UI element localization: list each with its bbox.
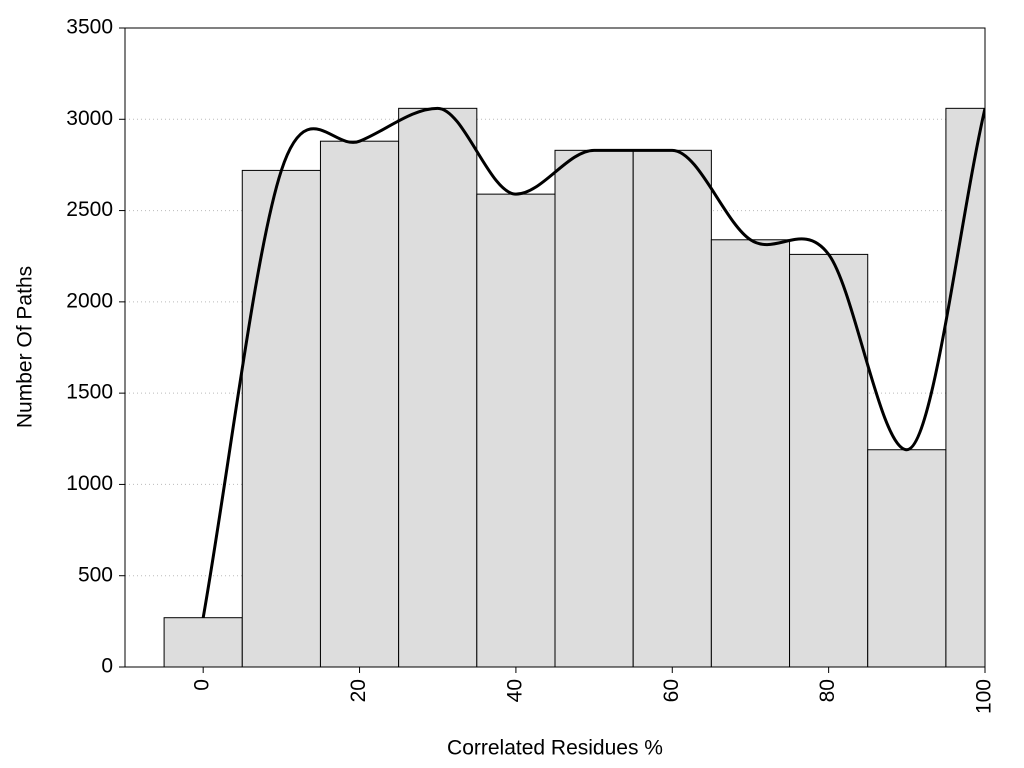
y-tick-label: 3500 [66,16,113,39]
bar [554,149,634,667]
bar [319,140,400,667]
y-tick-label: 0 [101,655,113,678]
bar [632,149,712,667]
bar [241,169,321,667]
bar [789,253,869,667]
y-tick-label: 500 [78,563,113,586]
x-tick-label: 100 [973,679,996,714]
x-tick-label: 40 [503,679,526,702]
bar [476,193,556,667]
smooth-line [201,106,985,618]
bar [163,617,243,667]
y-tick-label: 1000 [66,472,113,495]
y-tick-label: 3000 [66,107,113,130]
y-axis-label: Number Of Paths [14,266,37,428]
x-tick-label: 80 [816,679,839,702]
bar [398,107,478,667]
plot-frame [124,27,986,668]
bar [710,239,791,667]
x-tick-label: 0 [191,679,214,691]
y-tick-label: 2500 [66,198,113,221]
y-tick-label: 1500 [66,381,113,404]
x-axis-label: Correlated Residues % [447,737,663,760]
bar [867,449,947,667]
y-tick-label: 2000 [66,289,113,312]
x-tick-label: 60 [660,679,683,702]
x-tick-label: 20 [347,679,370,702]
